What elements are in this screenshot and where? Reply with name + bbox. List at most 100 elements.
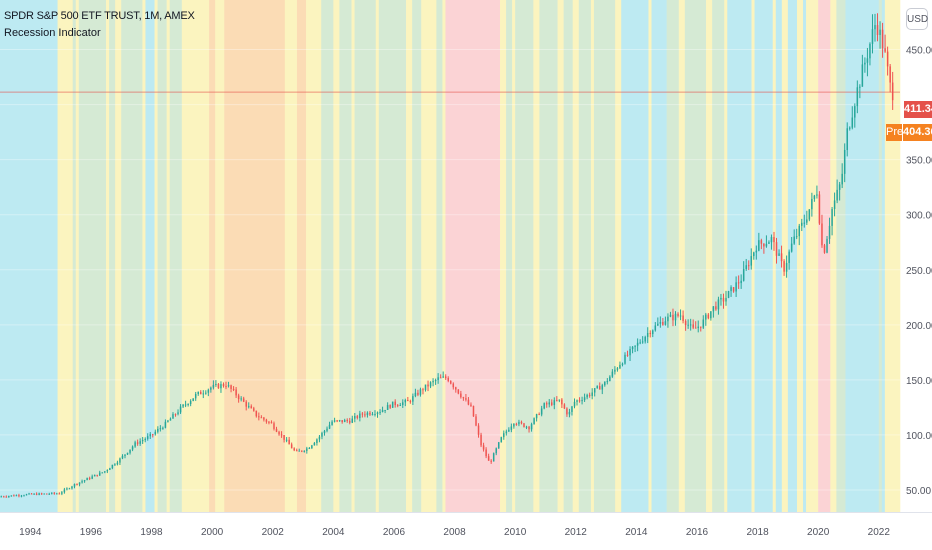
candle-body [384,409,386,411]
candle-body [167,420,169,422]
candle-body [265,419,268,422]
candle-body [288,439,290,445]
candle-body [497,442,500,449]
candle-body [346,419,348,421]
candle-body [40,493,43,495]
regime-band [75,0,80,512]
currency-button[interactable]: USD [906,8,928,30]
regime-band [706,0,713,512]
candle-body [442,376,444,378]
regime-band [166,0,170,512]
candle-body [369,412,371,415]
candle-body [237,395,240,400]
candle-body [116,462,119,465]
candle-body [139,441,141,444]
candle-body [586,394,588,398]
candle-body [669,314,672,317]
y-tick-label: 300.00 [906,211,932,222]
candle-body [447,378,449,381]
candle-body [652,330,654,335]
indicator-legend[interactable]: Recession Indicator [4,27,101,39]
x-tick-label: 2008 [443,527,466,538]
candle-body [61,492,63,494]
candle-body [492,453,495,462]
candle-body [222,384,225,387]
candle-body [753,252,755,257]
candle-body [78,482,81,485]
candle-body [106,469,109,472]
candle-body [194,394,197,399]
regime-band [60,0,74,512]
candle-body [745,265,747,270]
candle-body [356,416,359,418]
candle-body [326,428,328,431]
candle-body [508,429,510,432]
regime-band [563,0,574,512]
regime-band [442,0,446,512]
candle-body [553,400,556,405]
candle-body [333,420,336,422]
candle-body [700,326,702,328]
candle-body [684,320,687,326]
candle-body [318,436,321,440]
candle-body [854,106,856,118]
candle-body [833,200,836,210]
candle-body [505,431,508,434]
candle-body [212,384,215,388]
candle-body [783,261,785,272]
x-tick-label: 2022 [868,527,891,538]
candle-body [111,464,114,469]
candle-body [477,425,480,435]
candle-body [396,405,399,407]
candle-body [672,314,674,321]
candle-body [576,400,578,402]
regime-band [306,0,322,512]
regime-band [533,0,540,512]
candle-body [518,421,520,425]
candle-body [301,450,303,452]
candle-body [500,437,503,443]
candle-body [611,371,614,377]
regime-band [412,0,422,512]
candle-body [81,481,83,483]
candle-body [412,396,414,402]
regime-band [878,0,883,512]
candle-body [232,388,235,390]
candle-body [311,445,313,449]
candle-body [250,406,253,409]
candle-body [712,306,715,312]
candle-body [444,376,447,379]
candle-body [192,398,194,401]
candle-body [490,460,492,462]
time-axis-bg [0,512,932,550]
candle-body [30,493,33,495]
candle-body [283,435,285,440]
symbol-legend[interactable]: SPDR S&P 500 ETF TRUST, 1M, AMEX [4,10,195,22]
regime-band [500,0,507,512]
candle-body [419,389,422,395]
candle-body [328,424,331,429]
candle-body [659,321,662,324]
candle-body [56,493,58,495]
candle-body [83,480,86,482]
candle-body [831,209,833,226]
candle-body [460,393,462,398]
candle-body [601,385,604,390]
candle-body [361,413,364,415]
candle-body [331,421,333,425]
y-tick-label: 450.00 [906,46,932,57]
candle-body [48,493,50,495]
candle-body [591,392,593,396]
candle-body [258,416,260,418]
candle-body [0,496,3,498]
candle-body [235,389,237,396]
candle-body [93,474,96,477]
candle-body [737,282,740,284]
candle-body [583,397,586,401]
candle-body [735,282,737,292]
candle-body [119,458,121,463]
candle-body [823,245,826,253]
candle-body [290,444,293,449]
candle-body [455,387,457,390]
